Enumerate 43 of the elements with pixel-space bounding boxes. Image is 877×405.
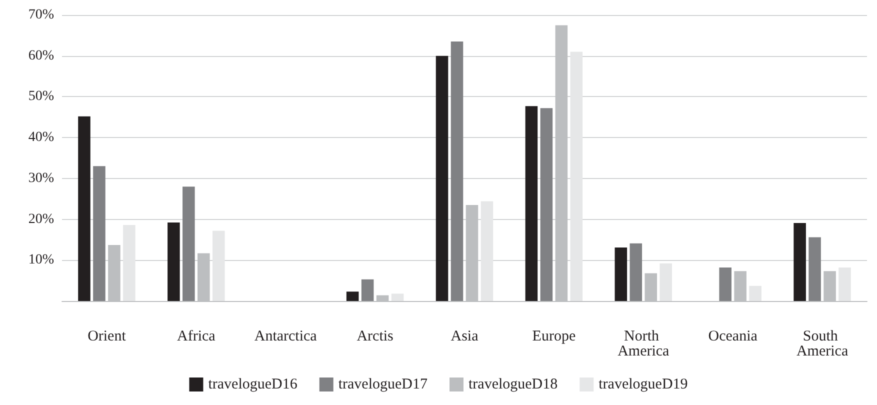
bar <box>630 243 642 301</box>
bar <box>212 230 225 301</box>
bar <box>391 294 404 301</box>
bar <box>168 222 180 301</box>
y-tick-label: 70% <box>28 8 54 22</box>
bar <box>794 222 806 301</box>
bar <box>838 267 851 301</box>
bar <box>749 286 762 301</box>
bar <box>182 186 195 301</box>
x-tick-label: Asia <box>450 328 479 344</box>
x-tick-label: Orient <box>88 328 127 344</box>
y-tick-label: 10% <box>28 252 54 268</box>
y-tick-label: 30% <box>28 170 54 186</box>
x-tick-label: Antarctica <box>254 328 318 344</box>
bar <box>614 247 628 301</box>
x-tick-label: Africa <box>177 328 216 344</box>
bar <box>361 279 374 301</box>
x-tick-label: Europe <box>532 328 576 344</box>
y-tick-label: 50% <box>28 89 54 104</box>
bar <box>123 225 136 301</box>
x-tick-label: North America <box>618 328 670 360</box>
legend-label: travelogueD19 <box>598 376 688 392</box>
bar <box>450 42 464 301</box>
y-tick-label: 40% <box>28 130 54 146</box>
bar <box>525 106 538 301</box>
bar <box>436 56 448 301</box>
x-tick-label: South America <box>796 328 848 360</box>
bar <box>480 201 494 301</box>
bar <box>808 237 821 301</box>
bar <box>540 108 553 301</box>
bar <box>570 52 583 301</box>
legend-label: travelogueD16 <box>208 376 298 392</box>
x-tick-label: Arctis <box>356 328 394 344</box>
bar <box>346 292 359 301</box>
legend-label: travelogueD17 <box>338 376 428 392</box>
legend-label: travelogueD18 <box>468 376 558 392</box>
bar <box>78 116 90 301</box>
y-tick-label: 60% <box>28 48 54 64</box>
bar <box>93 166 106 301</box>
bar <box>719 267 732 301</box>
y-tick-label: 20% <box>28 212 54 227</box>
x-tick-label: Oceania <box>708 328 758 344</box>
bar <box>660 263 672 301</box>
